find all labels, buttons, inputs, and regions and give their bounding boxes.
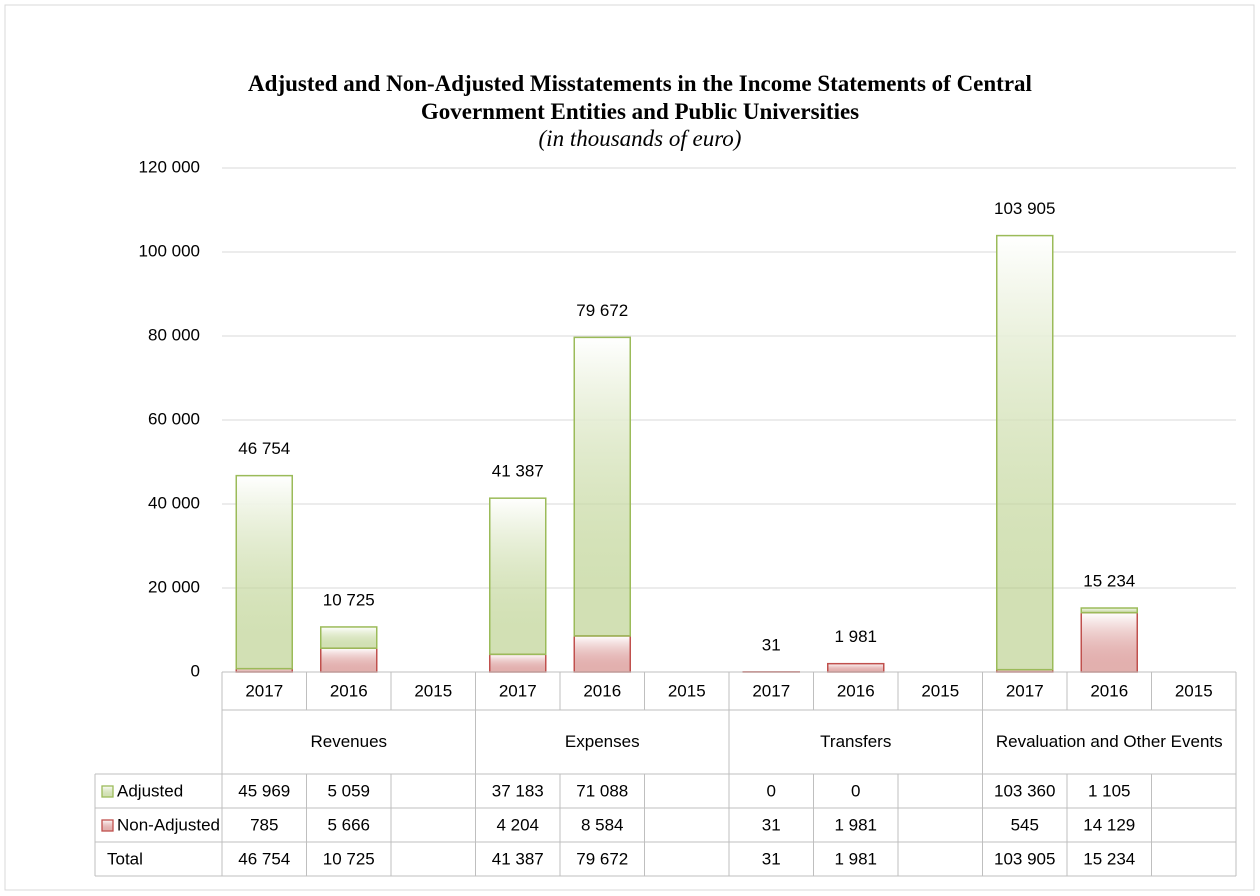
- legend-swatch: [101, 785, 114, 798]
- bar-segment: [320, 626, 378, 649]
- group-box: Revaluation and Other Events: [995, 732, 1223, 751]
- y-tick-label: 0: [191, 661, 200, 680]
- table-cell: 0: [767, 781, 776, 800]
- bar-segment: [1080, 607, 1138, 614]
- x-tick-label: 2017: [1006, 681, 1044, 700]
- x-tick-label: 2015: [921, 681, 959, 700]
- y-tick-label: 20 000: [148, 577, 200, 596]
- data-label: 31: [762, 635, 781, 654]
- y-tick-label: 40 000: [148, 493, 200, 512]
- group-label: Transfers: [820, 732, 892, 751]
- y-tick-label: 100 000: [139, 241, 200, 260]
- x-tick-label: 2017: [499, 681, 537, 700]
- table-cell: 103 905: [994, 849, 1055, 868]
- y-tick-label: 60 000: [148, 409, 200, 428]
- table-cell: 4 204: [496, 815, 539, 834]
- table-cell: 10 725: [323, 849, 375, 868]
- x-tick-label: 2016: [837, 681, 875, 700]
- bar-segment: [489, 497, 547, 656]
- group-box: Revenues: [310, 732, 388, 751]
- table-cell: 785: [250, 815, 278, 834]
- bar-segment: [827, 662, 885, 673]
- row-label: Total: [107, 849, 143, 868]
- y-tick-label: 80 000: [148, 325, 200, 344]
- data-label: 41 387: [492, 462, 544, 481]
- table-cell: 37 183: [492, 781, 544, 800]
- legend-swatch: [101, 819, 114, 832]
- chart-title: Adjusted and Non-Adjusted Misstatements …: [248, 71, 1032, 124]
- table-cell: 1 981: [834, 849, 877, 868]
- x-tick-label: 2015: [668, 681, 706, 700]
- x-tick-label: 2016: [330, 681, 368, 700]
- x-tick-label: 2017: [752, 681, 790, 700]
- table-cell: 5 059: [327, 781, 370, 800]
- table-cell: 79 672: [576, 849, 628, 868]
- group-label: Expenses: [564, 732, 640, 751]
- table-cell: 1 981: [834, 815, 877, 834]
- data-label: 10 725: [323, 590, 375, 609]
- table-cell: 0: [851, 781, 860, 800]
- group-label: Revaluation and Other Events: [995, 732, 1223, 751]
- bar-segment: [235, 474, 293, 670]
- data-label: 1 981: [834, 627, 877, 646]
- table-cell: 1 105: [1088, 781, 1131, 800]
- bar-segment: [1080, 611, 1138, 673]
- y-tick-label: 120 000: [139, 157, 200, 176]
- table-cell: 103 360: [994, 781, 1055, 800]
- title-box: Adjusted and Non-Adjusted Misstatements …: [248, 71, 1032, 151]
- x-tick-label: 2015: [414, 681, 452, 700]
- x-tick-label: 2015: [1175, 681, 1213, 700]
- table-cell: 31: [762, 849, 781, 868]
- table-cell: 31: [762, 815, 781, 834]
- x-tick-label: 2016: [583, 681, 621, 700]
- table-cell: 46 754: [238, 849, 290, 868]
- group-box: Expenses: [564, 732, 640, 751]
- data-label: 15 234: [1083, 572, 1135, 591]
- data-label: 46 754: [238, 439, 290, 458]
- table-cell: 8 584: [581, 815, 624, 834]
- x-tick-label: 2016: [1090, 681, 1128, 700]
- bar-segment: [573, 635, 631, 673]
- table-cell: 41 387: [492, 849, 544, 868]
- x-tick-label: 2017: [245, 681, 283, 700]
- legend-label: Adjusted: [117, 781, 183, 800]
- group-box: Transfers: [820, 732, 892, 751]
- table-cell: 15 234: [1083, 849, 1135, 868]
- table-cell: 14 129: [1083, 815, 1135, 834]
- legend-label: Non-Adjusted: [117, 815, 220, 834]
- chart-subtitle: (in thousands of euro): [538, 126, 742, 151]
- data-label: 79 672: [576, 301, 628, 320]
- table-cell: 5 666: [327, 815, 370, 834]
- group-label: Revenues: [310, 732, 388, 751]
- bar-segment: [489, 653, 547, 673]
- bar-segment: [996, 234, 1054, 671]
- bar-segment: [573, 336, 631, 637]
- table-cell: 545: [1011, 815, 1039, 834]
- data-label: 103 905: [994, 199, 1055, 218]
- table-cell: 45 969: [238, 781, 290, 800]
- bar-segment: [320, 647, 378, 673]
- table-cell: 71 088: [576, 781, 628, 800]
